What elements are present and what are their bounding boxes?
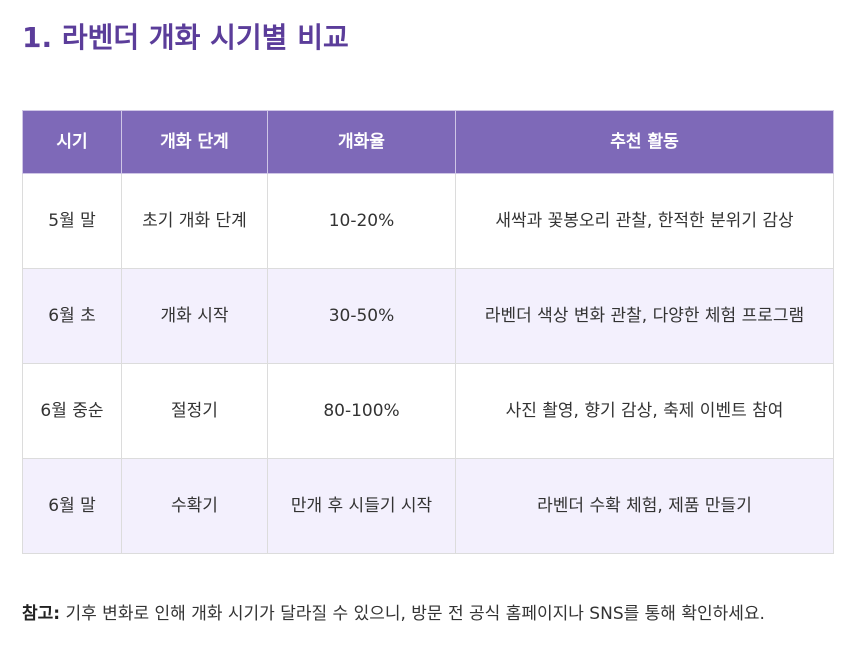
header-activities: 추천 활동 (455, 110, 834, 174)
cell-period: 5월 말 (22, 173, 122, 269)
table-row: 6월 말 수확기 만개 후 시들기 시작 라벤더 수확 체험, 제품 만들기 (22, 458, 834, 554)
table-row: 6월 초 개화 시작 30-50% 라벤더 색상 변화 관찰, 다양한 체험 프… (22, 268, 834, 364)
cell-bloom-rate: 10-20% (267, 173, 456, 269)
cell-bloom-rate: 30-50% (267, 268, 456, 364)
note-paragraph: 참고: 기후 변화로 인해 개화 시기가 달라질 수 있으니, 방문 전 공식 … (22, 598, 833, 630)
cell-activities: 라벤더 색상 변화 관찰, 다양한 체험 프로그램 (455, 268, 834, 364)
cell-period: 6월 초 (22, 268, 122, 364)
cell-period: 6월 중순 (22, 363, 122, 459)
page-title: 1. 라벤더 개화 시기별 비교 (22, 21, 349, 54)
cell-period: 6월 말 (22, 458, 122, 554)
header-bloom-rate: 개화율 (267, 110, 456, 174)
note-text: 기후 변화로 인해 개화 시기가 달라질 수 있으니, 방문 전 공식 홈페이지… (60, 604, 765, 624)
cell-activities: 라벤더 수확 체험, 제품 만들기 (455, 458, 834, 554)
table-row: 6월 중순 절정기 80-100% 사진 촬영, 향기 감상, 축제 이벤트 참… (22, 363, 834, 459)
bloom-period-table: 시기 개화 단계 개화율 추천 활동 5월 말 초기 개화 단계 10-20% … (22, 110, 834, 554)
cell-stage: 개화 시작 (121, 268, 268, 364)
cell-stage: 절정기 (121, 363, 268, 459)
table-row: 5월 말 초기 개화 단계 10-20% 새싹과 꽃봉오리 관찰, 한적한 분위… (22, 173, 834, 269)
note-label: 참고: (22, 604, 61, 624)
cell-activities: 새싹과 꽃봉오리 관찰, 한적한 분위기 감상 (455, 173, 834, 269)
cell-stage: 수확기 (121, 458, 268, 554)
cell-bloom-rate: 만개 후 시들기 시작 (267, 458, 456, 554)
header-period: 시기 (22, 110, 122, 174)
header-stage: 개화 단계 (121, 110, 268, 174)
cell-activities: 사진 촬영, 향기 감상, 축제 이벤트 참여 (455, 363, 834, 459)
table-header-row: 시기 개화 단계 개화율 추천 활동 (22, 110, 834, 174)
cell-stage: 초기 개화 단계 (121, 173, 268, 269)
cell-bloom-rate: 80-100% (267, 363, 456, 459)
